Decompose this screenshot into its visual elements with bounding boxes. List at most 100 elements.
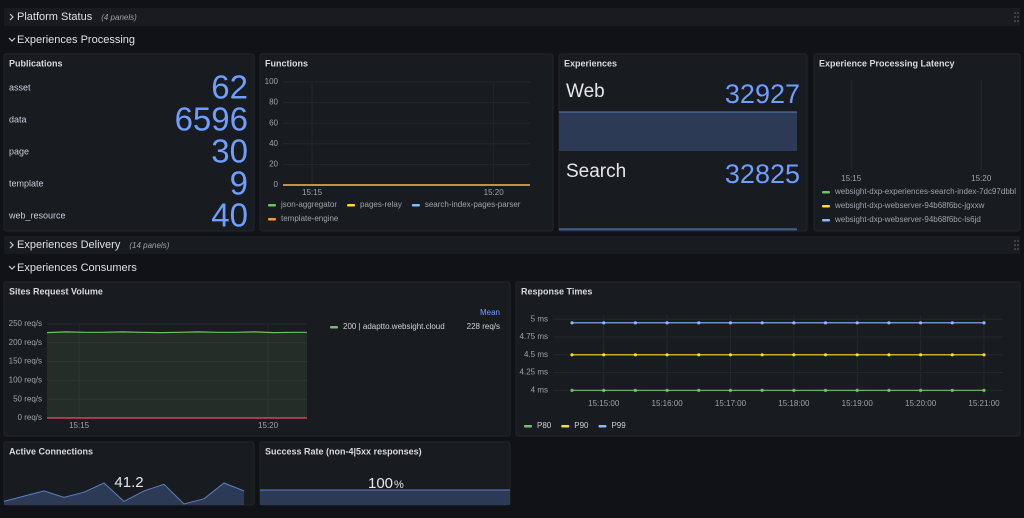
row-chevron-expanded[interactable]	[8, 265, 16, 270]
y-tick-label: 50 req/s	[13, 394, 42, 403]
drag-handle-dot	[1014, 240, 1016, 242]
drag-handle-dot	[1017, 12, 1019, 14]
data-point	[728, 321, 733, 325]
y-tick-label: 4.75 ms	[520, 332, 548, 341]
data-point	[570, 388, 574, 392]
data-point	[919, 321, 923, 325]
row-title[interactable]: Platform Status	[17, 11, 93, 23]
stat-value: 41.2	[114, 474, 143, 491]
panel	[259, 53, 554, 232]
legend-label: template-engine	[281, 214, 339, 223]
stat-value: 40	[211, 197, 248, 234]
row-chevron-collapsed[interactable]	[9, 241, 14, 249]
panel	[3, 281, 511, 437]
data-point	[855, 353, 859, 357]
data-point	[633, 353, 637, 357]
legend-value: 228 req/s	[467, 322, 500, 331]
drag-handle-dot	[1017, 16, 1019, 18]
legend-swatch	[330, 326, 338, 329]
panel-title: Sites Request Volume	[9, 286, 103, 296]
x-tick-label: 15:21:00	[968, 399, 1000, 408]
data-point	[823, 321, 828, 325]
sparkline-area	[559, 112, 797, 151]
panel	[813, 53, 1021, 232]
data-point	[982, 353, 986, 357]
stat-value: 30	[211, 133, 248, 170]
panel	[515, 281, 1021, 437]
drag-handle-dot	[1017, 248, 1019, 250]
legend-swatch	[524, 425, 532, 428]
stat-value: 9	[230, 165, 248, 202]
data-point	[728, 353, 733, 357]
x-tick-label: 15:16:00	[652, 399, 684, 408]
sparkline-line	[3, 482, 245, 505]
panel-title: Functions	[265, 58, 308, 68]
data-point	[855, 388, 859, 392]
legend-label: websight-dxp-experiences-search-index-7d…	[834, 187, 1016, 196]
sparkline-area	[4, 483, 244, 505]
stat-label: Search	[566, 161, 626, 182]
data-point	[665, 353, 669, 357]
legend-swatch	[268, 218, 276, 221]
y-tick-label: 100 req/s	[9, 376, 42, 385]
legend-label: 200 | adaptto.websight.cloud	[343, 322, 445, 331]
y-tick-label: 80	[269, 98, 278, 107]
drag-handle-dot	[1017, 244, 1019, 246]
legend-swatch	[561, 425, 570, 428]
drag-handle-dot	[1014, 248, 1016, 250]
legend-swatch	[822, 219, 830, 222]
drag-handle-dot	[1014, 16, 1016, 18]
data-point	[792, 353, 796, 357]
legend-label: pages-relay	[360, 200, 402, 209]
data-point	[855, 321, 859, 325]
y-tick-label: 4.5 ms	[524, 350, 548, 359]
legend-label: P90	[574, 421, 589, 430]
data-point	[887, 353, 891, 357]
data-point	[602, 321, 606, 325]
stat-label: asset	[9, 82, 31, 92]
panel-title: Experience Processing Latency	[819, 58, 955, 68]
stat-label: template	[9, 178, 44, 188]
data-point	[697, 353, 701, 357]
stat-value: 32825	[725, 159, 800, 189]
data-point	[570, 321, 574, 325]
stat-label: web_resource	[8, 210, 66, 220]
row-title[interactable]: Experiences Processing	[17, 34, 135, 46]
data-point	[665, 321, 669, 325]
data-point	[633, 321, 637, 325]
data-point	[982, 321, 986, 325]
legend-swatch	[822, 205, 830, 208]
row-note: (14 panels)	[129, 241, 169, 250]
row-note: (4 panels)	[101, 13, 137, 22]
data-point	[633, 388, 637, 392]
row-chevron-collapsed[interactable]	[9, 13, 14, 21]
row-title[interactable]: Experiences Consumers	[17, 262, 137, 274]
row-title[interactable]: Experiences Delivery	[17, 239, 121, 251]
stat-value: 62	[211, 69, 248, 106]
legend-label: websight-dxp-webserver-94b68f6bc-ls6jd	[834, 215, 981, 224]
series-line	[46, 331, 307, 334]
legend-label: json-aggregator	[280, 200, 337, 209]
x-tick-label: 15:19:00	[842, 399, 874, 408]
stat-label: data	[9, 114, 27, 124]
stat-label: Web	[566, 81, 605, 102]
data-point	[697, 321, 701, 325]
data-point	[792, 321, 796, 325]
legend-label: websight-dxp-webserver-94b68f6bc-jgxxw	[834, 201, 985, 210]
sparkline-area	[559, 229, 797, 231]
y-tick-label: 100	[265, 77, 279, 86]
data-point	[760, 388, 764, 392]
x-tick-label: 15:20	[971, 174, 992, 183]
data-point	[697, 388, 701, 392]
row-chevron-expanded[interactable]	[8, 37, 16, 42]
data-point	[950, 388, 954, 392]
data-point	[665, 388, 669, 392]
legend-header: Mean	[480, 308, 500, 317]
row-band	[4, 236, 1020, 254]
series-area	[47, 331, 307, 418]
legend-swatch	[268, 204, 276, 207]
x-tick-label: 15:15	[69, 421, 90, 430]
data-point	[919, 353, 923, 357]
panel	[3, 53, 255, 232]
